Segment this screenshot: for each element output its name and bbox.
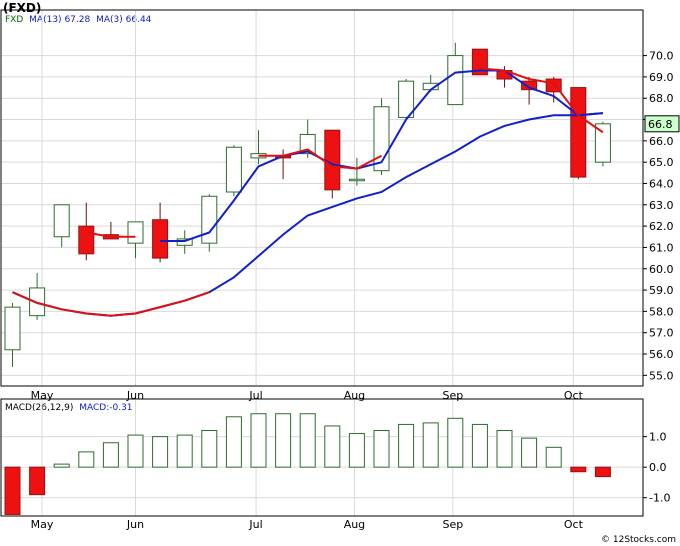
macd-bar [29, 466, 46, 496]
macd-bar [594, 466, 611, 478]
macd-bar [348, 433, 365, 468]
macd-bar [176, 434, 193, 468]
price-month-label: Jul [248, 389, 262, 402]
candle-body [521, 80, 538, 91]
macd-legend-value: MACD:-0.31 [79, 403, 133, 413]
price-tick-label: 55.0 [649, 369, 674, 382]
macd-bar [250, 413, 267, 468]
ma3-segment-a [86, 231, 136, 238]
macd-bar [275, 413, 292, 468]
price-month-label: Sep [442, 389, 463, 402]
candle-body [201, 195, 218, 244]
ma3-segment-b [258, 148, 382, 170]
macd-bar [78, 451, 95, 468]
candle-body [78, 225, 95, 255]
macd-bar [127, 434, 144, 468]
price-tick-label: 68.0 [649, 92, 674, 105]
macd-bar [373, 430, 390, 468]
macd-bar [422, 422, 439, 468]
ma3-line [12, 291, 210, 317]
price-tick-label: 56.0 [649, 348, 674, 361]
macd-bar [324, 425, 341, 468]
macd-bar [225, 416, 242, 468]
macd-bar [447, 417, 464, 468]
price-tick-label: 62.0 [649, 220, 674, 233]
price-tick-label: 61.0 [649, 241, 674, 254]
macd-bar [152, 436, 169, 468]
price-month-label: Aug [344, 389, 365, 402]
price-month-label: Jun [126, 389, 144, 402]
price-tick-label: 57.0 [649, 327, 674, 340]
macd-month-label: Sep [442, 518, 463, 531]
macd-bar [398, 423, 415, 468]
chart-title: (FXD) [3, 1, 42, 15]
macd-tick-label: -1.0 [649, 492, 670, 505]
macd-bar [4, 466, 21, 515]
price-tick-label: 58.0 [649, 305, 674, 318]
legend-ticker: FXD [5, 15, 24, 25]
candle-body [447, 55, 464, 106]
price-tick-label: 60.0 [649, 263, 674, 276]
candle-body [299, 133, 316, 155]
candle-body [594, 123, 611, 163]
legend-ma3-label: MA(3) [96, 15, 123, 25]
candle-body [29, 287, 46, 317]
price-tick-label: 66.0 [649, 135, 674, 148]
macd-month-label: May [31, 518, 54, 531]
price-tick-label: 63.0 [649, 199, 674, 212]
candle-body [53, 204, 70, 238]
macd-bar [496, 430, 513, 468]
price-panel-frame [0, 9, 644, 387]
macd-bar [570, 466, 587, 473]
price-tick-label: 69.0 [649, 71, 674, 84]
macd-month-label: Oct [564, 518, 584, 531]
macd-month-label: Aug [344, 518, 365, 531]
macd-tick-label: 0.0 [649, 461, 667, 474]
legend-ma13-value: 67.28 [64, 15, 91, 25]
candle-body [348, 178, 365, 182]
watermark: © 12Stocks.com [601, 535, 676, 545]
macd-bar [201, 430, 218, 468]
macd-bar [545, 446, 562, 468]
candle-body [4, 306, 21, 351]
candle-body [570, 87, 587, 178]
ma3-segment-c [479, 67, 604, 134]
price-tick-label: 70.0 [649, 50, 674, 63]
price-legend: FXD MA(13) 67.28 MA(3) 66.44 [5, 15, 154, 25]
macd-panel-frame [0, 398, 644, 517]
candle-body [324, 129, 341, 191]
candle-body [398, 80, 415, 118]
macd-tick-label: 1.0 [649, 431, 667, 444]
candle-body [152, 219, 169, 259]
macd-bar [521, 437, 538, 468]
candle-body [127, 221, 144, 244]
price-tick-label: 59.0 [649, 284, 674, 297]
last-price-box [644, 115, 680, 133]
macd-bar [102, 442, 119, 468]
price-month-label: May [31, 389, 54, 402]
price-tick-label: 65.0 [649, 156, 674, 169]
macd-legend-label: MACD(26,12,9) [5, 403, 74, 413]
macd-bar [299, 413, 316, 468]
ma13-recent-line [160, 69, 603, 242]
macd-month-label: Jul [248, 518, 262, 531]
macd-bar [471, 423, 488, 468]
price-tick-label: 64.0 [649, 177, 674, 190]
candle-body [225, 146, 242, 193]
macd-legend: MACD(26,12,9) MACD:-0.31 [5, 403, 133, 413]
candle-body [176, 238, 193, 246]
macd-bar [53, 463, 70, 468]
price-month-label: Oct [564, 389, 584, 402]
legend-ma3-value: 66.44 [125, 15, 152, 25]
macd-month-label: Jun [126, 518, 144, 531]
last-price-label: 66.8 [648, 118, 673, 131]
legend-ma13-label: MA(13) [29, 15, 62, 25]
